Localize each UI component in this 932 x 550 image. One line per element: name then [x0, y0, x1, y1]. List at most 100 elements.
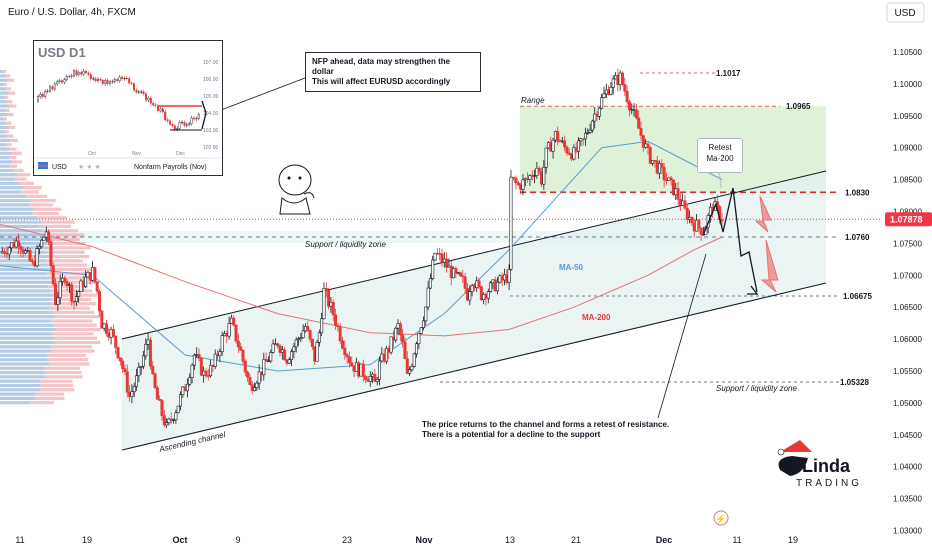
candle-body — [317, 332, 321, 343]
candle-body — [408, 369, 412, 374]
inset-tick-3: 104.00 — [203, 111, 219, 117]
volume-profile-bar — [7, 134, 14, 138]
bottom-note-line1: The price returns to the channel and for… — [422, 420, 670, 429]
candle-body — [690, 216, 694, 224]
lightning-circle — [713, 510, 729, 526]
candle-body — [405, 358, 409, 374]
inset-candle-body — [58, 80, 61, 82]
candle-body — [350, 362, 354, 367]
candle-body — [197, 354, 201, 359]
volume-profile-bar — [0, 100, 7, 104]
candle-body — [111, 329, 115, 337]
candle-body — [227, 323, 231, 337]
x-tick-label: 11 — [732, 535, 741, 545]
candle-body — [95, 281, 99, 292]
volume-profile-bar — [0, 332, 52, 336]
candle-body — [283, 349, 287, 361]
volume-profile-bar — [0, 362, 50, 366]
candle-body — [118, 357, 122, 362]
volume-profile-bar — [8, 125, 16, 130]
candle-body — [384, 348, 388, 362]
inset-candle-body — [116, 79, 119, 81]
candle-body — [641, 135, 645, 148]
inset-candle-body — [171, 124, 174, 126]
candle-body — [514, 177, 518, 184]
range-label: Range — [521, 96, 545, 105]
candle-body — [257, 371, 261, 384]
candle-body — [378, 360, 382, 380]
volume-profile-bar — [0, 130, 5, 134]
volume-profile-bar — [0, 272, 47, 276]
volume-profile-bar — [7, 78, 15, 82]
ma50-label: MA-50 — [559, 263, 584, 272]
candle-body — [248, 376, 252, 385]
candle-body — [445, 258, 449, 268]
volume-profile-bar — [50, 345, 93, 349]
volume-profile-bar — [45, 259, 83, 263]
candle-body — [246, 371, 250, 378]
volume-profile-bar — [46, 250, 85, 254]
x-tick-label: 9 — [235, 535, 240, 545]
inset-candle-body — [130, 82, 133, 84]
y-tick-label: 1.05500 — [893, 367, 922, 376]
candle-body — [468, 291, 472, 301]
level-label-10965: 1.0965 — [786, 102, 811, 111]
volume-profile-bar — [3, 70, 7, 74]
volume-profile-bar — [0, 233, 47, 237]
inset-candle-body — [178, 122, 181, 129]
candle-body — [130, 391, 134, 397]
down-arrow-icon — [754, 195, 772, 233]
volume-profile-bar — [5, 74, 11, 78]
volume-profile-bar — [0, 306, 50, 310]
candle-body — [651, 160, 655, 164]
current-price-badge — [885, 212, 932, 227]
volume-profile-bar — [49, 246, 91, 250]
inset-candle-body — [128, 78, 131, 84]
x-tick-label: 13 — [505, 535, 515, 545]
volume-profile-bar — [0, 366, 45, 370]
inset-candle-body — [118, 76, 121, 81]
candle-body — [3, 251, 7, 254]
currency-button[interactable]: USD — [894, 8, 915, 19]
candle-body — [153, 373, 157, 388]
retest-line1: Retest — [708, 143, 732, 152]
inset-candle-body — [39, 93, 42, 97]
candle-body — [255, 382, 259, 388]
candle-body — [266, 360, 270, 363]
level-label-11017: 1.1017 — [716, 69, 741, 78]
candle-body — [611, 78, 615, 88]
candle-body — [49, 241, 53, 267]
candle-body — [516, 182, 520, 186]
candle-body — [394, 327, 398, 341]
y-tick-label: 1.06500 — [893, 303, 922, 312]
candle-body — [98, 291, 102, 312]
volume-profile-bar — [5, 108, 10, 112]
currency-button-bg[interactable] — [886, 2, 925, 23]
candle-body — [542, 166, 546, 185]
candle-body — [343, 347, 347, 356]
nfp-note-line1: NFP ahead, data may strengthen the dolla… — [312, 57, 451, 76]
volume-profile-bar — [0, 74, 6, 78]
volume-profile-bar — [0, 220, 42, 224]
volume-profile-bar — [0, 297, 51, 302]
volume-profile-bar — [0, 143, 7, 147]
inset-candle-body — [166, 119, 169, 122]
candle-body — [123, 368, 127, 372]
volume-profile-bar — [44, 371, 82, 375]
y-tick-label: 1.09000 — [893, 144, 922, 153]
inset-candle-body — [85, 70, 88, 73]
inset-candle-body — [197, 114, 200, 119]
y-tick-label: 1.10500 — [893, 48, 922, 57]
projection-arrowhead-icon — [747, 285, 759, 295]
inset-candle-body — [104, 80, 107, 84]
volume-profile-bar — [36, 216, 67, 220]
volume-profile-bar — [0, 392, 36, 396]
usd-inset-chart: USD D1 107.00 106.00 105.00 104.00 103.0… — [33, 40, 223, 176]
candle-body — [697, 219, 701, 229]
inset-candle-body — [77, 72, 80, 75]
volume-profile-bar — [29, 401, 55, 405]
candle-body — [334, 314, 338, 326]
down-arrow-icon — [760, 239, 779, 293]
inset-candle-body — [123, 78, 126, 80]
volume-profile-bar — [0, 315, 55, 319]
